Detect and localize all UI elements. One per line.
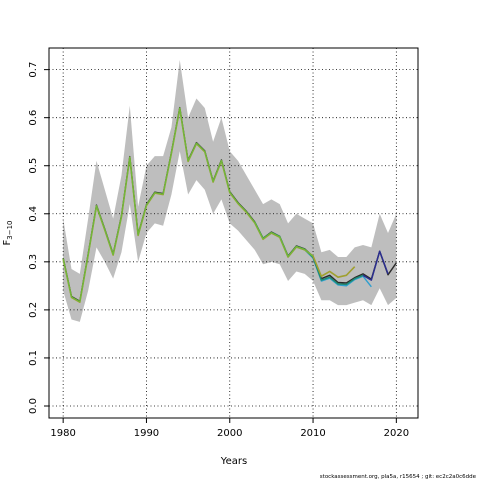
x-tick-label: 1980 bbox=[50, 428, 75, 439]
grid-layer bbox=[49, 48, 418, 418]
y-tick-label: 0.2 bbox=[28, 302, 39, 318]
y-tick-label: 0.6 bbox=[28, 110, 39, 126]
x-axis-title: Years bbox=[220, 456, 247, 467]
series-line-5 bbox=[62, 107, 314, 303]
y-tick-label: 0.7 bbox=[28, 62, 39, 78]
y-tick-label: 0.0 bbox=[28, 398, 39, 414]
y-axis-title: F3−10 bbox=[2, 221, 14, 246]
y-tick-label: 0.3 bbox=[28, 254, 39, 270]
x-tick-label: 2020 bbox=[384, 428, 409, 439]
x-tick-label: 2010 bbox=[300, 428, 325, 439]
x-tick-label: 1990 bbox=[134, 428, 159, 439]
y-axis-title-subscript: 3−10 bbox=[6, 221, 14, 240]
y-tick-label: 0.4 bbox=[28, 206, 39, 222]
x-tick-label: 2000 bbox=[217, 428, 242, 439]
y-tick-label: 0.5 bbox=[28, 158, 39, 174]
series-line-6 bbox=[362, 250, 389, 281]
series-layer bbox=[62, 106, 397, 303]
y-tick-label: 0.1 bbox=[28, 350, 39, 366]
y-axis: 0.0 0.1 0.2 0.3 0.4 0.5 0.6 0.7 bbox=[28, 62, 49, 414]
y-axis-title-main: F bbox=[2, 240, 13, 246]
footer-credit: stockassessment.org, pla5a, r15654 ; git… bbox=[320, 474, 477, 480]
plot-frame bbox=[48, 47, 419, 419]
plot-region bbox=[49, 48, 418, 418]
x-axis: 1980 1990 2000 2010 2020 bbox=[50, 418, 409, 439]
